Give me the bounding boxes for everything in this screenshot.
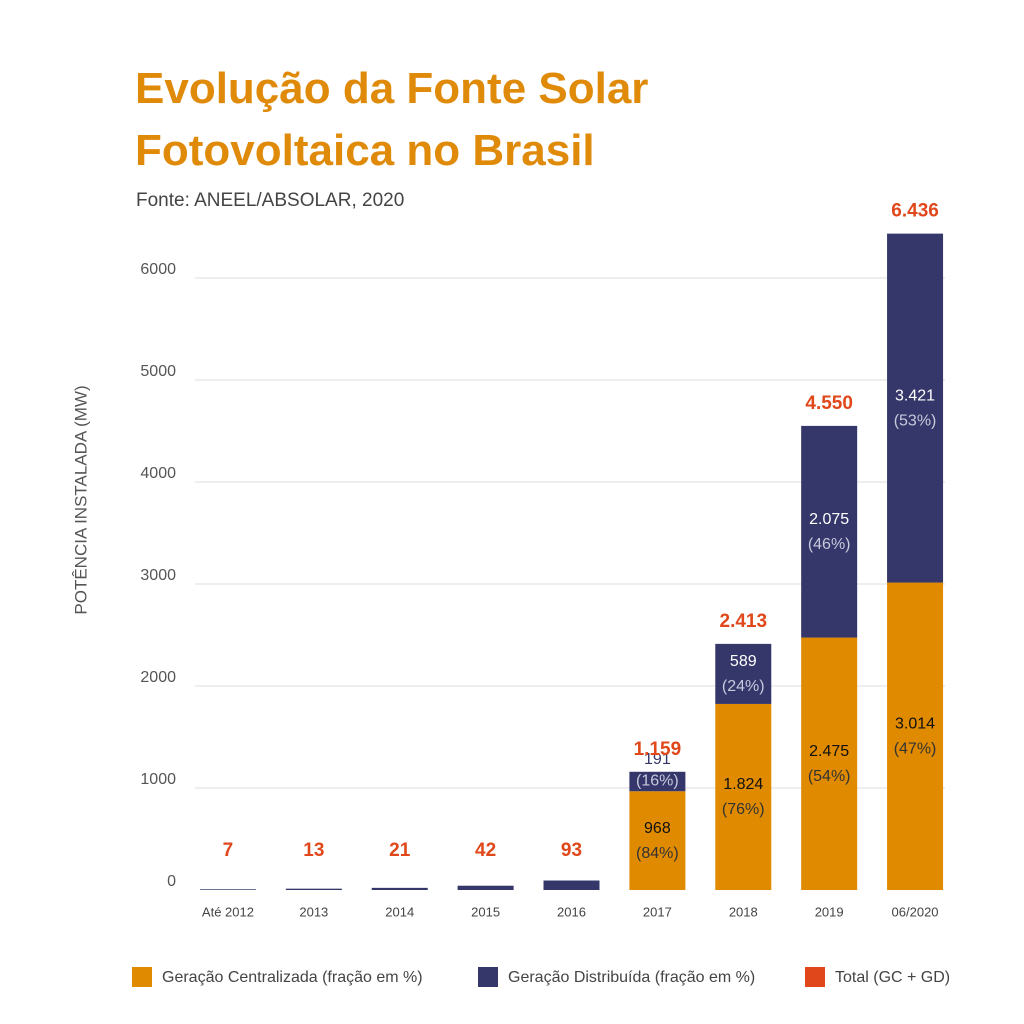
bar-segment <box>887 233 944 583</box>
x-tick-label: 2018 <box>729 904 758 919</box>
y-tick-label: 2000 <box>140 669 176 686</box>
bar-segment <box>457 885 514 890</box>
x-tick-label: 06/2020 <box>892 904 939 919</box>
fraction-label: (16%) <box>636 773 679 790</box>
fraction-label: (53%) <box>894 412 937 429</box>
total-label: 42 <box>475 840 496 861</box>
fraction-label: (24%) <box>722 678 765 695</box>
bar-segment <box>285 888 342 890</box>
total-label: 2.413 <box>720 611 768 632</box>
chart-title: Evolução da Fonte Solar Fotovoltaica no … <box>135 64 649 175</box>
x-tick-label: 2014 <box>385 904 414 919</box>
value-label: 589 <box>730 653 757 670</box>
bar-segment <box>801 637 858 890</box>
total-label: 93 <box>561 840 582 861</box>
fraction-label: (47%) <box>894 741 937 758</box>
y-tick-label: 5000 <box>140 363 176 380</box>
bar-segment <box>629 791 686 890</box>
value-label: 1.824 <box>723 776 763 793</box>
x-tick-label: 2015 <box>471 904 500 919</box>
value-label: 3.014 <box>895 716 935 733</box>
bar-segment <box>629 771 686 792</box>
fraction-label: (76%) <box>722 801 765 818</box>
bar-segment <box>715 643 772 704</box>
bar-segment <box>887 582 944 890</box>
value-label: 2.075 <box>809 511 849 528</box>
bar-segment <box>543 880 600 890</box>
x-tick-label: 2017 <box>643 904 672 919</box>
total-label: 7 <box>223 840 234 861</box>
bar-segment <box>371 887 428 890</box>
y-tick-label: 3000 <box>140 567 176 584</box>
total-label: 6.436 <box>891 201 939 222</box>
y-tick-label: 6000 <box>140 261 176 278</box>
x-tick-label: Até 2012 <box>202 904 254 919</box>
bar-segment <box>199 889 256 890</box>
value-label: 191 <box>644 751 671 768</box>
legend-label: Geração Distribuída (fração em %) <box>508 969 755 986</box>
legend-label: Total (GC + GD) <box>835 969 950 986</box>
legend-swatch <box>805 967 825 987</box>
y-tick-label: 1000 <box>140 771 176 788</box>
x-tick-label: 2016 <box>557 904 586 919</box>
y-tick-label: 0 <box>167 873 176 890</box>
total-label: 13 <box>303 840 324 861</box>
value-label: 3.421 <box>895 387 935 404</box>
fraction-label: (46%) <box>808 536 851 553</box>
value-label: 2.475 <box>809 743 849 760</box>
y-tick-label: 4000 <box>140 465 176 482</box>
x-tick-label: 2019 <box>815 904 844 919</box>
total-label: 4.550 <box>805 393 853 414</box>
bar-segment <box>715 703 772 890</box>
legend-label: Geração Centralizada (fração em %) <box>162 969 423 986</box>
y-axis-label: POTÊNCIA INSTALADA (MW) <box>71 385 90 614</box>
total-label: 21 <box>389 840 411 861</box>
value-label: 968 <box>644 820 671 837</box>
x-tick-label: 2013 <box>299 904 328 919</box>
chart-subtitle: Fonte: ANEEL/ABSOLAR, 2020 <box>136 190 405 211</box>
legend-swatch <box>132 967 152 987</box>
fraction-label: (84%) <box>636 845 679 862</box>
legend-swatch <box>478 967 498 987</box>
total-label: 1.159 <box>634 739 682 760</box>
fraction-label: (54%) <box>808 768 851 785</box>
bar-segment <box>801 425 858 638</box>
